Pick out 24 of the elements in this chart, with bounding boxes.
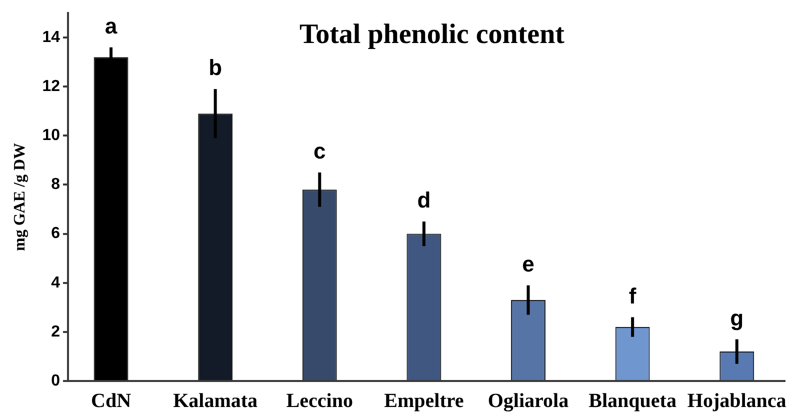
data-label: d (417, 188, 431, 213)
y-tick-label: 10 (42, 127, 60, 144)
data-label: e (522, 251, 534, 276)
data-label: c (314, 138, 326, 164)
chart-title: Total phenolic content (300, 19, 564, 50)
y-tick-label: 2 (51, 323, 60, 340)
data-label: g (730, 305, 744, 330)
y-tick-label: 12 (42, 78, 60, 96)
data-label: b (208, 55, 222, 80)
y-tick-label: 0 (51, 372, 60, 390)
x-tick-label: Empeltre (384, 390, 464, 412)
y-axis-title: mg GAE /g DW (12, 143, 29, 251)
y-tick-label: 4 (51, 274, 60, 292)
x-tick-label: Ogliarola (488, 390, 569, 412)
data-label: a (104, 13, 118, 38)
y-tick-label: 8 (51, 176, 60, 194)
y-tick-label: 6 (51, 225, 60, 242)
x-tick-label: Kalamata (173, 390, 258, 412)
y-tick-label: 14 (42, 28, 60, 46)
x-tick-label: Hojablanca (687, 390, 786, 412)
x-tick-label: Leccino (286, 390, 353, 412)
data-label: f (628, 283, 637, 308)
x-tick-label: CdN (91, 390, 132, 412)
x-tick-label: Blanqueta (588, 390, 676, 412)
